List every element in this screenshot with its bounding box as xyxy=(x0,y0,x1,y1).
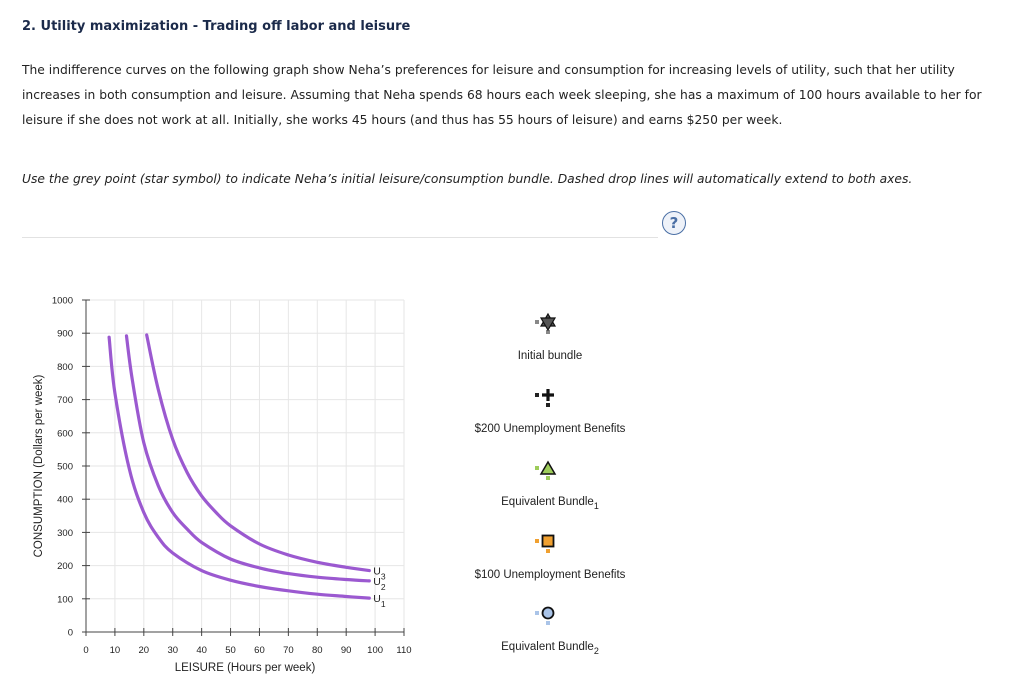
plot-grid xyxy=(86,299,405,632)
legend-item-eq2[interactable]: Equivalent Bundle2 xyxy=(501,606,599,657)
legend-palette[interactable]: Initial bundle $200 Unemployment Benefits… xyxy=(475,312,626,657)
legend-label: $100 Unemployment Benefits xyxy=(475,569,626,581)
drop-stub-icon xyxy=(535,611,539,615)
drop-stub-icon xyxy=(546,403,550,407)
y-tick-label: 0 xyxy=(68,628,73,639)
y-tick-label: 900 xyxy=(57,329,73,340)
drop-stub-icon xyxy=(535,320,539,324)
indifference-curve-u2 xyxy=(124,334,371,583)
drop-stub-icon xyxy=(535,466,539,470)
indifference-curve-u3 xyxy=(145,333,371,573)
y-tick-label: 500 xyxy=(57,462,73,473)
triangle-icon xyxy=(539,460,557,475)
x-tick-label: 80 xyxy=(312,645,323,656)
question-instruction: Use the grey point (star symbol) to indi… xyxy=(22,172,913,186)
question-title: 2. Utility maximization - Trading off la… xyxy=(22,19,411,34)
x-tick-label: 110 xyxy=(396,645,411,656)
x-tick-label: 10 xyxy=(110,645,121,656)
question-intro: The indifference curves on the following… xyxy=(22,63,982,127)
x-tick-label: 70 xyxy=(283,645,294,656)
plot-axes: 0 10 20 30 40 50 60 70 80 90 100 110 0 100 200 300 400 50… xyxy=(33,296,412,675)
y-tick-label: 400 xyxy=(57,495,73,506)
legend-item-ub200[interactable]: $200 Unemployment Benefits xyxy=(475,389,626,435)
legend-label: Equivalent Bundle1 xyxy=(501,496,599,511)
legend-label: $200 Unemployment Benefits xyxy=(475,423,626,435)
legend-item-ub100[interactable]: $100 Unemployment Benefits xyxy=(475,534,626,582)
star-icon xyxy=(539,317,557,332)
drop-stub-icon xyxy=(546,330,550,334)
help-icon[interactable]: ? xyxy=(662,211,686,235)
drop-stub-icon xyxy=(535,539,539,543)
circle-icon xyxy=(541,606,555,620)
y-tick-label: 700 xyxy=(57,395,73,406)
x-axis-title: LEISURE (Hours per week) xyxy=(175,662,316,674)
x-tick-label: 0 xyxy=(83,645,88,656)
drop-stub-icon xyxy=(546,549,550,553)
y-tick-label: 200 xyxy=(57,561,73,572)
legend-item-eq1[interactable]: Equivalent Bundle1 xyxy=(501,460,599,511)
x-tick-label: 100 xyxy=(367,645,383,656)
y-tick-label: 1000 xyxy=(52,296,73,307)
drop-stub-icon xyxy=(546,621,550,625)
drop-stub-icon xyxy=(546,476,550,480)
legend-label: Initial bundle xyxy=(518,350,583,362)
x-tick-label: 50 xyxy=(225,645,236,656)
y-tick-label: 300 xyxy=(57,528,73,539)
y-axis-title: CONSUMPTION (Dollars per week) xyxy=(33,374,45,557)
indifference-curve-u1 xyxy=(107,335,371,600)
square-icon xyxy=(541,534,555,548)
x-tick-label: 40 xyxy=(196,645,207,656)
y-tick-label: 100 xyxy=(57,594,73,605)
divider xyxy=(22,237,658,238)
y-tick-label: 600 xyxy=(57,428,73,439)
curve-label-u3: U3 xyxy=(373,566,386,582)
curve-label-u1: U1 xyxy=(373,593,386,609)
plus-icon xyxy=(542,389,554,401)
legend-label: Equivalent Bundle2 xyxy=(501,641,599,656)
x-tick-label: 60 xyxy=(254,645,265,656)
x-tick-label: 20 xyxy=(139,645,150,656)
drop-stub-icon xyxy=(535,393,539,397)
curve-label-u2: U2 xyxy=(373,576,386,592)
x-tick-label: 30 xyxy=(167,645,178,656)
legend-item-initial[interactable]: Initial bundle xyxy=(518,312,583,362)
y-tick-label: 800 xyxy=(57,362,73,373)
x-tick-label: 90 xyxy=(341,645,352,656)
